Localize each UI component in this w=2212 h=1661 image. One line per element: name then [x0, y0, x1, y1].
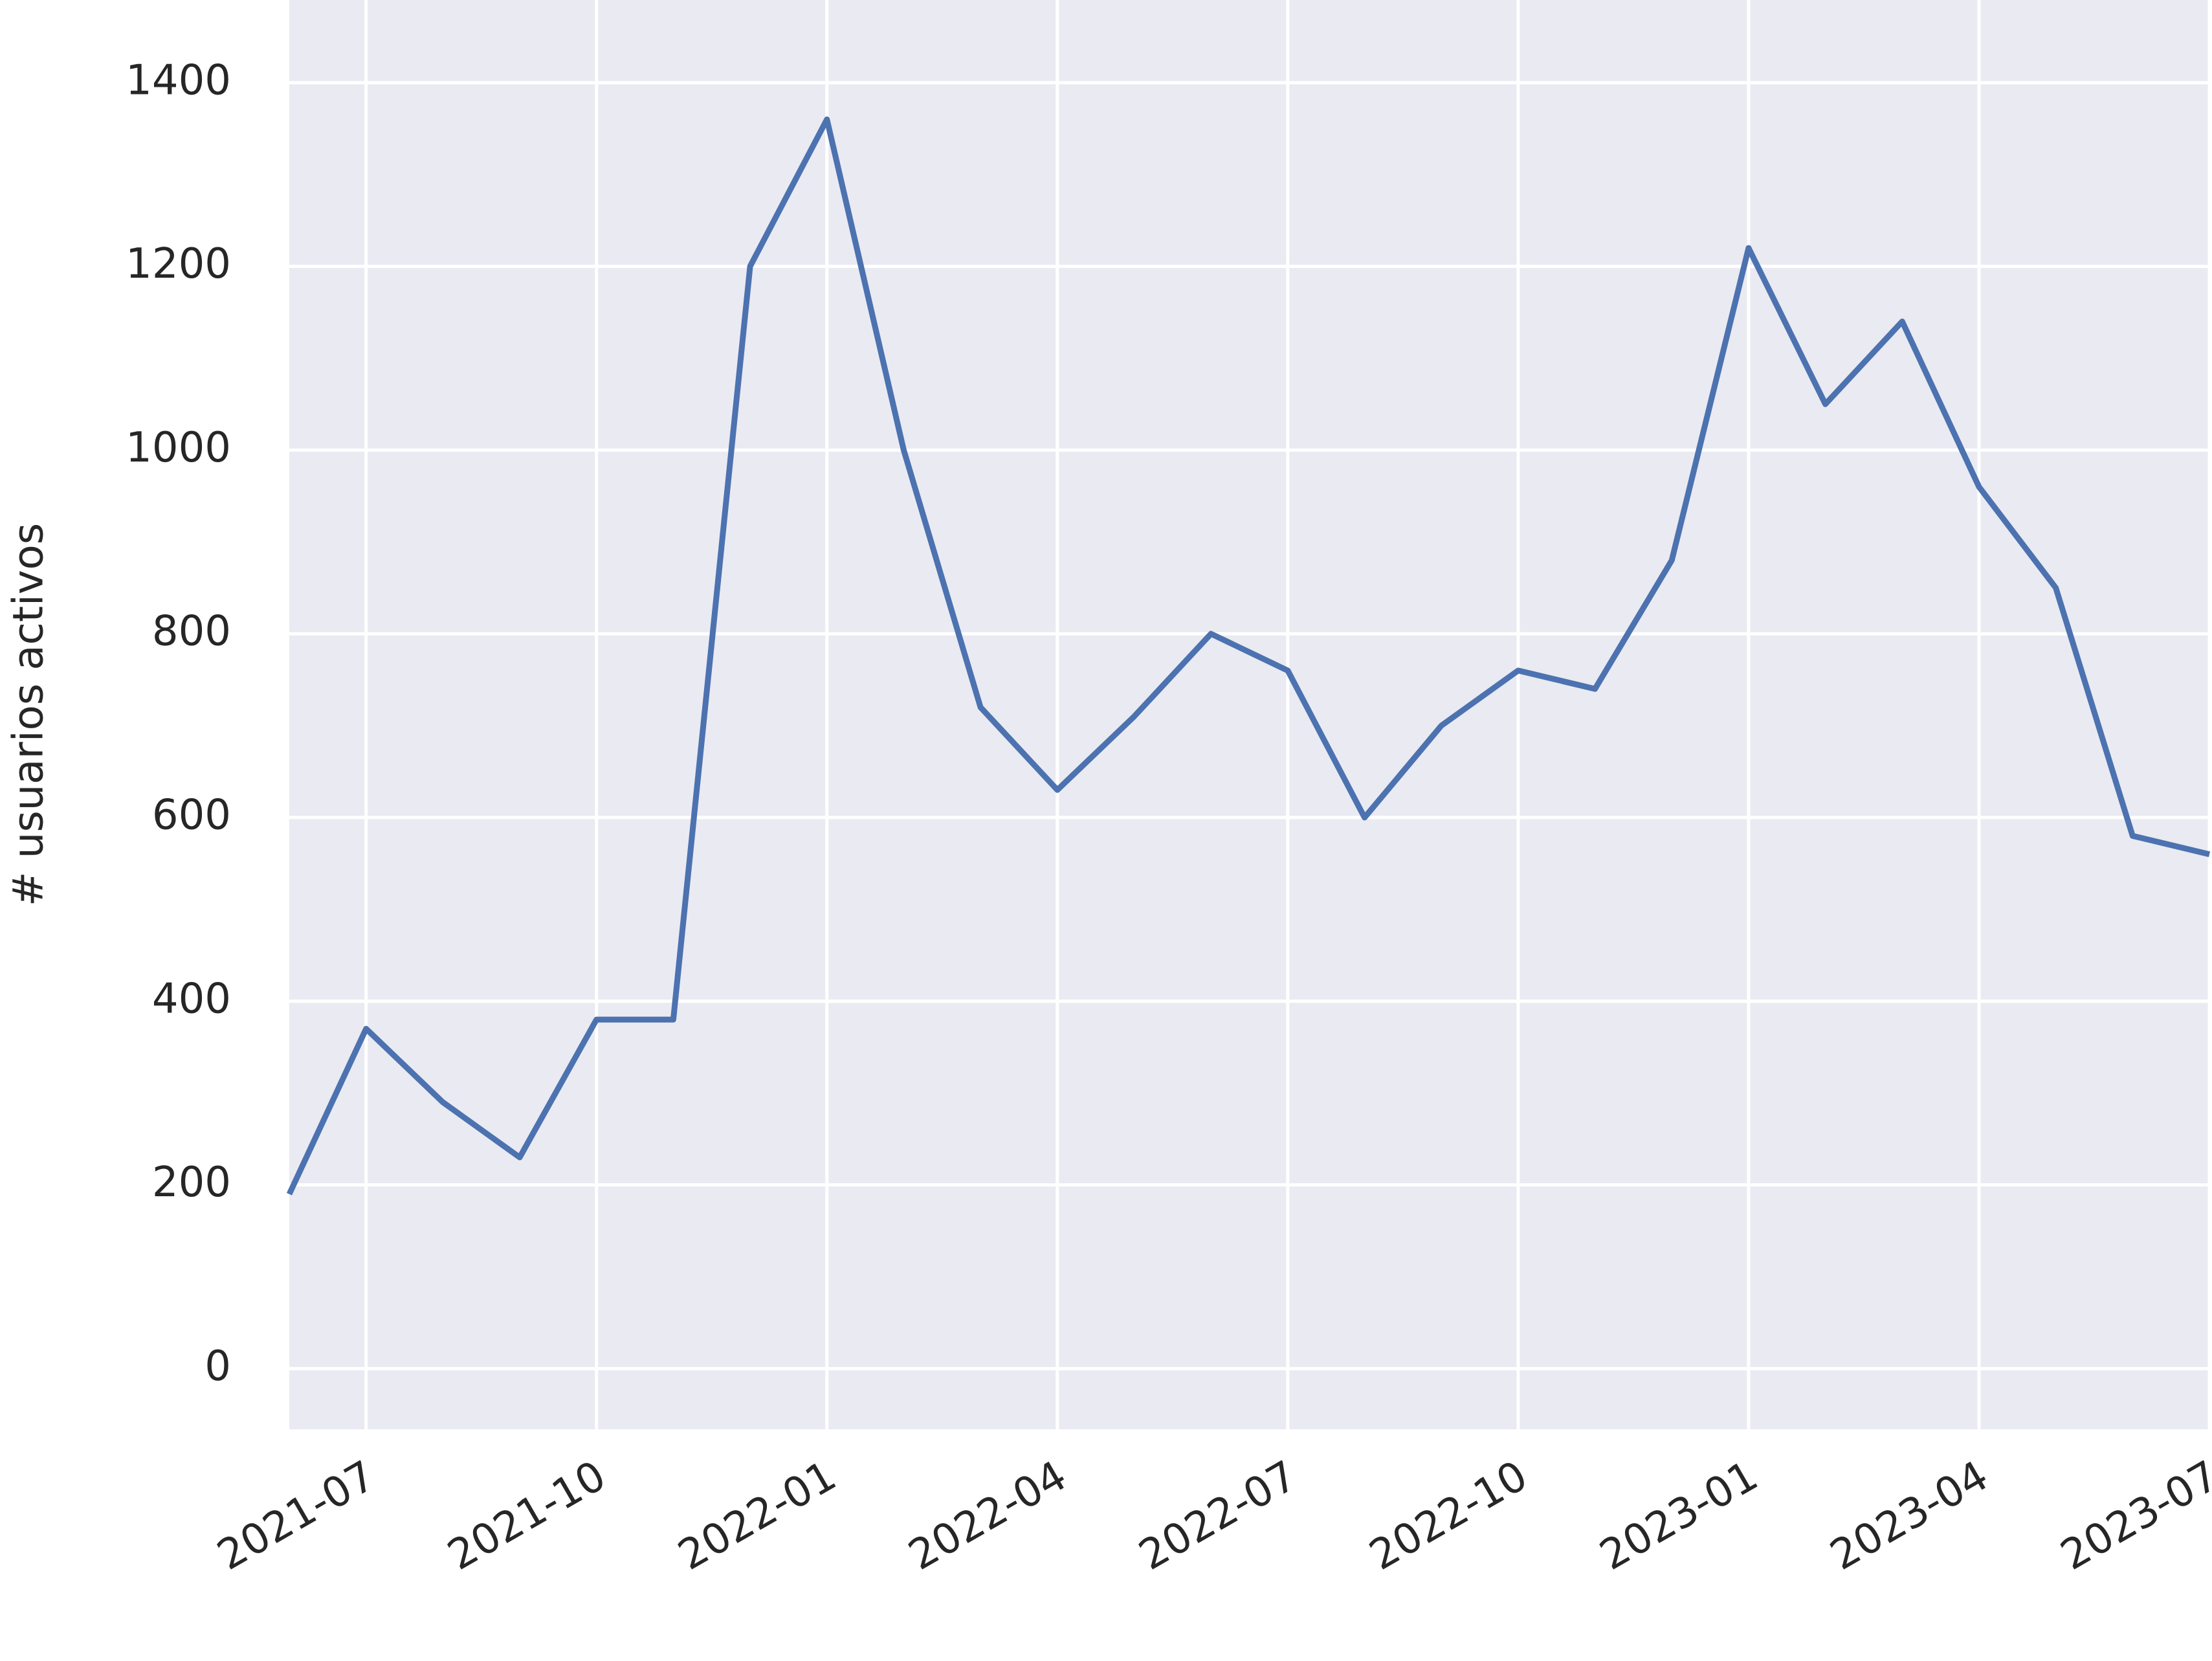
x-tick-label: 2022-01 — [670, 1452, 845, 1580]
plot-area — [289, 0, 2209, 1429]
x-tick-label: 2023-04 — [1822, 1452, 1996, 1580]
x-tick-label: 2021-10 — [440, 1452, 614, 1580]
y-tick-label: 1400 — [126, 56, 231, 104]
x-tick-label: 2023-07 — [2053, 1452, 2212, 1580]
data-line — [286, 116, 2211, 1196]
y-tick-label: 400 — [152, 975, 231, 1023]
x-tick-label: 2022-04 — [901, 1452, 1075, 1580]
y-tick-label: 0 — [205, 1343, 231, 1390]
x-tick-label: 2022-07 — [1131, 1452, 1305, 1580]
y-tick-label: 1200 — [126, 240, 231, 288]
y-tick-label: 200 — [152, 1159, 231, 1207]
x-tick-label: 2022-10 — [1362, 1452, 1536, 1580]
y-tick-label: 600 — [152, 792, 231, 840]
y-tick-label: 800 — [152, 608, 231, 656]
y-axis-label: # usuarios activos — [5, 523, 53, 906]
y-tick-label: 1000 — [126, 424, 231, 472]
x-tick-label: 2023-01 — [1592, 1452, 1766, 1580]
x-tick-label: 2021-07 — [210, 1452, 384, 1580]
